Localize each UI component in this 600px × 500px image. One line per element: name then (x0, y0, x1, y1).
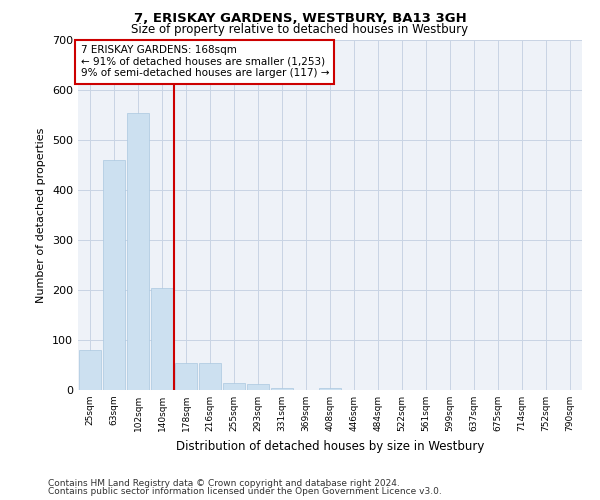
Text: Size of property relative to detached houses in Westbury: Size of property relative to detached ho… (131, 22, 469, 36)
Bar (79, 350, 101, 390)
Text: Contains HM Land Registry data © Crown copyright and database right 2024.: Contains HM Land Registry data © Crown c… (48, 478, 400, 488)
Bar (103, 160, 125, 390)
Bar (223, 382, 245, 390)
Bar (319, 388, 341, 390)
Y-axis label: Number of detached properties: Number of detached properties (37, 128, 46, 302)
Text: Contains public sector information licensed under the Open Government Licence v3: Contains public sector information licen… (48, 487, 442, 496)
Bar (271, 388, 293, 390)
Bar (127, 112, 149, 390)
Bar (151, 288, 173, 390)
Text: 7, ERISKAY GARDENS, WESTBURY, BA13 3GH: 7, ERISKAY GARDENS, WESTBURY, BA13 3GH (134, 12, 466, 26)
Bar (175, 362, 197, 390)
Bar (247, 384, 269, 390)
X-axis label: Distribution of detached houses by size in Westbury: Distribution of detached houses by size … (176, 440, 484, 452)
Bar (199, 362, 221, 390)
Text: 7 ERISKAY GARDENS: 168sqm
← 91% of detached houses are smaller (1,253)
9% of sem: 7 ERISKAY GARDENS: 168sqm ← 91% of detac… (80, 46, 329, 78)
